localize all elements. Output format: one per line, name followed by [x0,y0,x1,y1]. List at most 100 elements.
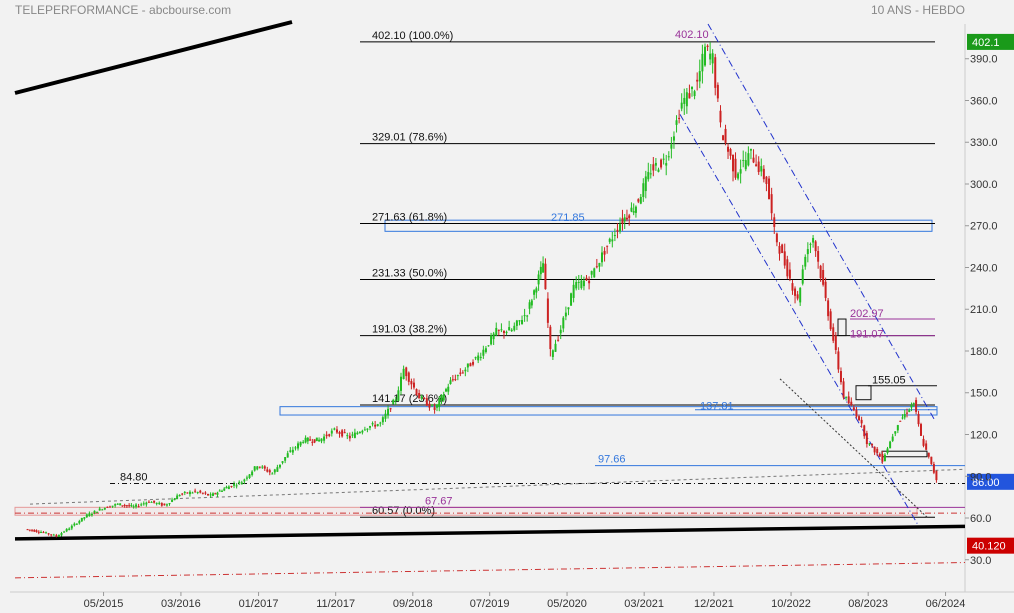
candle-body-51 [153,500,156,503]
candle-body-276 [719,110,722,123]
candle-body-332 [863,425,866,437]
y-tick-label-4: 270.0 [970,221,998,233]
candle-body-191 [505,331,508,334]
candle-body-259 [675,120,678,125]
candle-body-37 [119,503,122,506]
x-tick-label-4: 09/2018 [393,598,433,610]
candle-body-108 [297,443,300,449]
candle-body-127 [343,432,346,434]
candle-body-171 [454,379,457,381]
candle-body-247 [644,176,647,192]
candle-body-302 [786,259,789,277]
candle-body-340 [883,454,886,462]
candle-body-90 [251,471,254,476]
candle-body-132 [356,432,359,435]
candle-body-316 [822,270,825,285]
channel-lower [679,114,919,526]
candle-body-52 [155,502,158,504]
candle-body-268 [698,71,701,82]
candle-body-27 [93,510,96,513]
candle-body-300 [781,244,784,253]
candle-body-272 [709,53,712,60]
annotation-1: 271.85 [551,212,585,224]
candle-body-279 [727,146,730,152]
candle-body-186 [492,333,495,340]
candle-body-235 [616,229,619,232]
candle-body-277 [722,135,725,141]
candle-body-177 [469,363,472,367]
candle-body-138 [371,423,374,425]
annotation-4: 155.05 [872,375,906,387]
price-tag-1 [967,473,1014,490]
candle-body-31 [103,507,106,510]
candle-body-360 [932,464,935,473]
candle-body-33 [108,506,111,508]
candle-body-293 [762,168,765,180]
candle-body-253 [660,159,663,168]
annotation-5: 137.81 [700,401,734,413]
candle-body-24 [85,514,88,518]
candle-body-219 [575,281,578,289]
candle-body-143 [384,413,387,419]
channel-upper [707,23,936,421]
candle-body-149 [400,376,403,391]
candle-body-129 [348,435,351,439]
candle-body-309 [804,256,807,267]
candle-body-46 [140,504,143,506]
candle-body-350 [908,410,911,412]
candle-body-355 [919,424,922,436]
candle-body-63 [183,491,186,493]
candle-body-307 [799,287,802,303]
candle-body-47 [142,503,145,505]
candle-body-96 [266,469,269,472]
candle-body-233 [611,239,614,242]
candle-body-163 [436,404,439,408]
candle-body-91 [253,466,256,471]
candle-body-286 [744,160,747,170]
candle-body-241 [630,207,633,212]
candle-body-194 [513,325,516,331]
candle-body-134 [361,430,364,433]
candle-body-122 [330,430,333,434]
candle-body-114 [311,441,314,443]
candle-body-257 [670,144,673,149]
candle-body-80 [225,486,228,489]
candle-body-101 [278,464,281,468]
candle-body-226 [593,268,596,278]
candle-body-174 [461,372,464,374]
x-tick-label-2: 01/2017 [239,598,279,610]
candle-body-281 [732,154,735,172]
candle-body-17 [68,528,71,531]
annotation-3: 191.07 [850,329,884,341]
candle-body-32 [106,506,109,508]
candle-body-328 [852,407,855,411]
y-tick-label-7: 180.0 [970,346,998,358]
candle-body-82 [230,486,233,488]
candle-body-21 [78,521,81,524]
candle-body-359 [930,456,933,464]
candle-body-6 [40,532,43,534]
candle-body-315 [819,265,822,279]
candle-body-357 [925,443,928,450]
candle-body-263 [685,92,688,107]
candle-body-169 [449,380,452,385]
candle-body-178 [472,361,475,365]
candle-body-65 [188,491,191,495]
candle-body-156 [418,392,421,399]
x-tick-label-5: 07/2019 [470,598,510,610]
level-red-dashdot-2 [14,562,966,579]
candle-body-154 [412,382,415,388]
candle-body-306 [796,294,799,299]
candle-body-100 [276,467,279,472]
long-term-trendline [14,524,966,541]
candle-body-301 [783,251,786,266]
candle-body-327 [850,401,853,405]
candle-body-227 [595,266,598,268]
y-tick-label-12: 30.0 [970,555,991,567]
candle-body-217 [570,293,573,306]
candle-body-200 [528,302,531,309]
candle-body-322 [837,351,840,370]
y-tick-label-0: 390.0 [970,54,998,66]
candle-body-40 [125,505,128,507]
candle-body-314 [817,250,820,262]
